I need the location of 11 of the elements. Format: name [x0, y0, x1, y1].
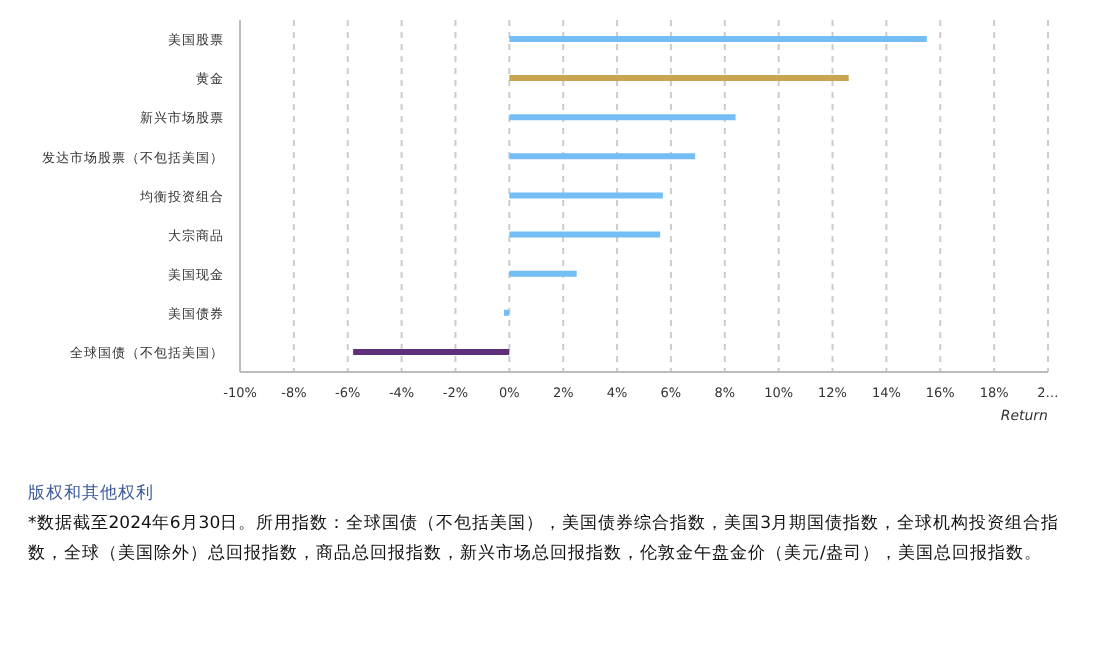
bar	[509, 270, 577, 277]
bar	[503, 309, 510, 316]
bar	[353, 348, 510, 355]
bar	[509, 192, 663, 199]
bar	[509, 75, 849, 82]
text: 版权和其他权利	[28, 482, 156, 508]
bar	[509, 114, 736, 121]
bar	[509, 231, 661, 238]
bar	[509, 153, 696, 160]
text: *数据截至2024年6月30日。所用指数：全球国债（不包括美国），美国债券综合指数，美国3月期国债指数，全球机构投资组合指数，全球（美国除外）总回报指数，商品总回报指数，新兴市场总回报指数，伦敦金午盘金价（美元/盎司），美国总回报指数。	[28, 511, 1062, 568]
bar	[509, 36, 927, 42]
